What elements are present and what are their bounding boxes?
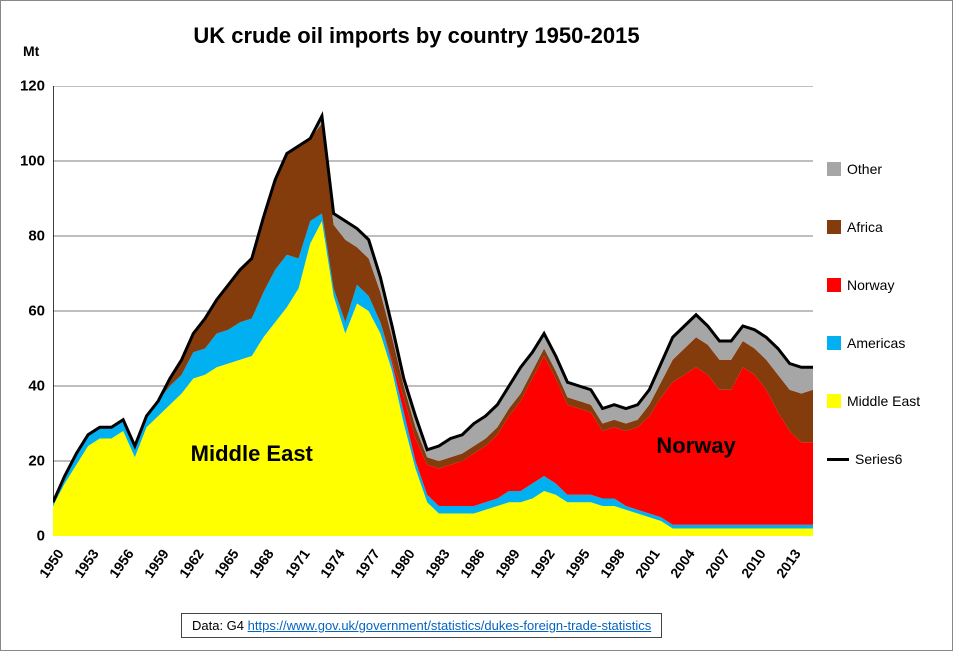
x-tick-label: 2007 [702,546,733,581]
x-tick-label: 1950 [36,546,67,581]
x-tick-label: 1980 [387,546,418,581]
x-tick-label: 1995 [562,546,593,581]
y-tick-label: 80 [28,228,45,245]
x-tick-label: 1962 [176,546,207,581]
x-tick-label: 1971 [281,546,312,581]
legend-swatch [827,278,841,292]
x-tick-label: 1977 [351,546,382,581]
x-tick-label: 1974 [316,546,347,581]
y-tick-label: 20 [28,453,45,470]
legend-swatch [827,336,841,350]
region-label-norway: Norway [656,433,735,459]
x-tick-label: 1986 [457,546,488,581]
y-axis-ticks: 020406080100120 [1,86,49,536]
legend-label: Series6 [855,451,902,467]
x-tick-label: 2001 [632,546,663,581]
legend-label: Middle East [847,393,920,409]
y-tick-label: 40 [28,378,45,395]
chart-container: UK crude oil imports by country 1950-201… [0,0,953,651]
legend-swatch [827,394,841,408]
legend-item-norway: Norway [827,277,942,293]
x-tick-label: 1956 [106,546,137,581]
legend-item-other: Other [827,161,942,177]
legend-item-middle-east: Middle East [827,393,942,409]
legend-label: Africa [847,219,883,235]
y-tick-label: 60 [28,303,45,320]
x-tick-label: 1989 [492,546,523,581]
plot-area [53,86,813,536]
legend-item-series6: Series6 [827,451,942,467]
x-tick-label: 1992 [527,546,558,581]
legend: Other Africa Norway Americas Middle East Seri… [827,161,942,509]
legend-label: Other [847,161,882,177]
x-tick-label: 1953 [71,546,102,581]
x-tick-label: 1998 [597,546,628,581]
chart-svg [53,86,813,536]
x-tick-label: 1983 [422,546,453,581]
chart-title: UK crude oil imports by country 1950-201… [1,23,832,49]
data-source-box: Data: G4 https://www.gov.uk/government/s… [181,613,662,638]
legend-swatch [827,220,841,234]
x-tick-label: 2013 [772,546,803,581]
x-tick-label: 2010 [737,546,768,581]
x-axis-ticks: 1950195319561959196219651968197119741977… [53,541,813,601]
region-label-middle-east: Middle East [191,441,313,467]
y-tick-label: 100 [20,153,45,170]
y-tick-label: 0 [37,528,45,545]
source-link[interactable]: https://www.gov.uk/government/statistics… [248,618,652,633]
legend-label: Americas [847,335,905,351]
legend-swatch [827,162,841,176]
source-prefix: Data: G4 [192,618,248,633]
x-tick-label: 1968 [246,546,277,581]
y-axis-unit-label: Mt [23,43,39,59]
legend-label: Norway [847,277,894,293]
x-tick-label: 2004 [667,546,698,581]
x-tick-label: 1959 [141,546,172,581]
legend-item-americas: Americas [827,335,942,351]
legend-item-africa: Africa [827,219,942,235]
y-tick-label: 120 [20,78,45,95]
legend-line-swatch [827,458,849,461]
x-tick-label: 1965 [211,546,242,581]
